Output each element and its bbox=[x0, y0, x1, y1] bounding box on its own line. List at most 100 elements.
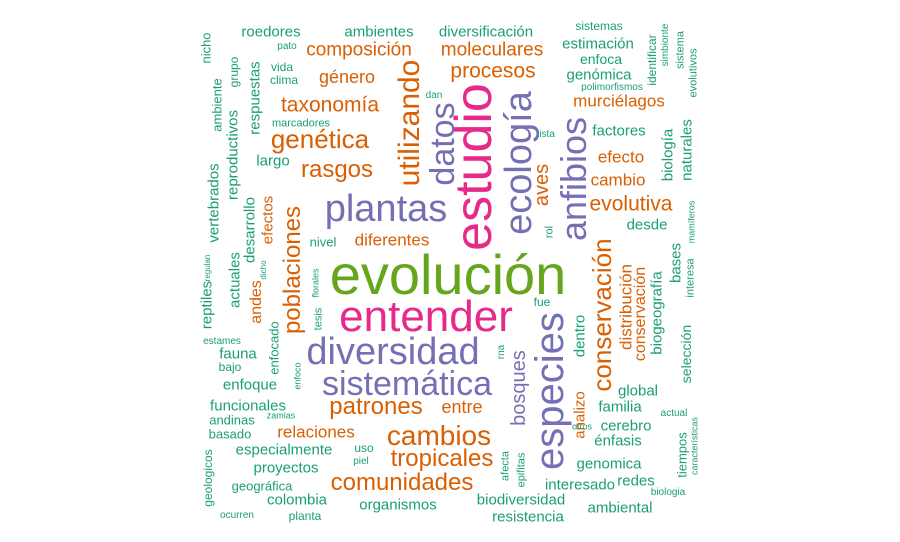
word-geografica: geográfica bbox=[231, 478, 293, 494]
word-florales: florales bbox=[310, 268, 321, 298]
word-desarrollo: desarrollo bbox=[241, 197, 259, 263]
word-global: global bbox=[617, 382, 659, 400]
word-resistencia: resistencia bbox=[492, 508, 564, 526]
word-vida: vida bbox=[270, 60, 294, 74]
word-cerebro: cerebro bbox=[600, 417, 652, 435]
word-bajo: bajo bbox=[218, 360, 242, 374]
word-reptiles: reptiles bbox=[198, 280, 216, 330]
word-proyectos: proyectos bbox=[253, 459, 319, 477]
word-evolutiva: evolutiva bbox=[589, 192, 673, 216]
word-patrones: patrones bbox=[329, 393, 423, 420]
word-enfoca: enfoca bbox=[579, 51, 623, 67]
word-sistema: sistema bbox=[674, 31, 687, 69]
word-ambiente: ambiente bbox=[209, 78, 225, 132]
word-ambiental: ambiental bbox=[587, 499, 653, 517]
word-dan: dan bbox=[425, 90, 443, 101]
word-plantas: plantas bbox=[324, 188, 448, 230]
word-roedores: roedores bbox=[241, 23, 301, 41]
word-factores: factores bbox=[592, 122, 646, 140]
word-aves: aves bbox=[531, 163, 553, 207]
word-actuales: actuales bbox=[226, 252, 244, 308]
word-murcielagos: murciélagos bbox=[573, 91, 665, 111]
word-regulan: regulan bbox=[203, 254, 212, 282]
word-fue: fue bbox=[533, 295, 551, 309]
word-andes: andes bbox=[248, 280, 265, 324]
word-especialmente: especialmente bbox=[235, 441, 333, 459]
word-lista: lista bbox=[537, 129, 555, 140]
word-simbionte: simbionte bbox=[660, 23, 671, 67]
word-efecto: efecto bbox=[597, 147, 645, 167]
word-genero: género bbox=[318, 67, 376, 87]
word-zamias: zamias bbox=[266, 410, 296, 421]
word-respuestas: respuestas bbox=[246, 61, 264, 135]
word-entre: entre bbox=[441, 397, 483, 417]
word-cambios: cambios bbox=[386, 420, 492, 451]
word-conservacion: conservación bbox=[587, 238, 617, 392]
word-epifitas: epifitas bbox=[515, 452, 528, 488]
word-dicho: dicho bbox=[259, 260, 268, 280]
word-nivel: nivel bbox=[309, 234, 337, 250]
word-geologicos: geologicos bbox=[201, 449, 215, 507]
word-biologia: biología bbox=[659, 128, 677, 182]
word-analizo: analizo bbox=[571, 391, 589, 439]
word-polimorfismos: polimorfismos bbox=[581, 82, 643, 93]
word-enfoque: enfoque bbox=[222, 376, 278, 394]
word-biogeografia: biogeografía bbox=[648, 271, 666, 355]
word-basado: basado bbox=[208, 426, 252, 442]
word-evolutivos: evolutivos bbox=[687, 48, 700, 98]
word-relaciones: relaciones bbox=[277, 422, 355, 442]
word-naturales: naturales bbox=[678, 119, 696, 181]
word-familia: familia bbox=[598, 398, 642, 416]
word-rasgos: rasgos bbox=[300, 156, 374, 183]
word-grupo: grupo bbox=[227, 56, 241, 88]
word-redes: redes bbox=[617, 472, 655, 490]
word-comunidades: comunidades bbox=[330, 469, 474, 496]
word-enfocado: enfocado bbox=[266, 321, 282, 375]
word-interesado: interesado bbox=[544, 476, 616, 494]
word-identificar: identificar bbox=[645, 34, 659, 86]
word-clima: clima bbox=[269, 73, 299, 87]
word-genetica: genética bbox=[270, 124, 370, 154]
word-andinas: andinas bbox=[209, 412, 255, 428]
word-tesis: tesis bbox=[312, 307, 325, 331]
word-enfoco: enfoco bbox=[292, 362, 303, 390]
word-afecta: afecta bbox=[499, 451, 512, 481]
word-enfasis: énfasis bbox=[594, 432, 642, 450]
word-genomica-accent: genómica bbox=[566, 66, 632, 84]
word-mamiferos: mamíferos bbox=[686, 200, 697, 244]
word-actual: actual bbox=[660, 408, 688, 419]
word-planta: planta bbox=[288, 509, 322, 523]
word-vertebrados: vertebrados bbox=[205, 163, 223, 243]
word-tropicales: tropicales bbox=[390, 445, 494, 472]
word-cambio: cambio bbox=[590, 170, 646, 190]
word-poblaciones: poblaciones bbox=[279, 205, 306, 335]
word-utilizando: utilizando bbox=[393, 59, 426, 187]
word-nicho: nicho bbox=[198, 32, 214, 64]
word-fauna: fauna bbox=[219, 345, 257, 363]
word-datos: datos bbox=[424, 102, 462, 186]
word-interesa: interesa bbox=[684, 258, 697, 298]
word-bases: bases bbox=[667, 242, 685, 284]
word-procesos: procesos bbox=[450, 59, 536, 83]
word-anfibios: anfibios bbox=[553, 116, 594, 242]
word-rna: rna bbox=[496, 344, 507, 360]
word-diversificacion: diversificación bbox=[438, 23, 534, 41]
word-uso: uso bbox=[354, 441, 374, 455]
word-moleculares: moleculares bbox=[440, 39, 544, 61]
word-conservacion2: conservación bbox=[632, 266, 649, 362]
word-diversidad: diversidad bbox=[306, 331, 480, 373]
word-desde: desde bbox=[626, 216, 668, 234]
word-largo: largo bbox=[256, 152, 290, 170]
word-especies: especies bbox=[528, 312, 572, 470]
word-efectos: efectos bbox=[259, 195, 277, 245]
word-organismos: organismos bbox=[359, 496, 437, 514]
word-ocurren: ocurren bbox=[220, 510, 254, 521]
word-bosques: bosques bbox=[508, 350, 530, 426]
word-estames: estames bbox=[203, 336, 241, 347]
word-reproductivos: reproductivos bbox=[224, 109, 242, 201]
word-ambientes: ambientes bbox=[344, 23, 414, 41]
word-funcionales: funcionales bbox=[210, 397, 286, 415]
word-diferentes: diferentes bbox=[354, 230, 430, 250]
word-taxonomia: taxonomía bbox=[280, 93, 380, 117]
